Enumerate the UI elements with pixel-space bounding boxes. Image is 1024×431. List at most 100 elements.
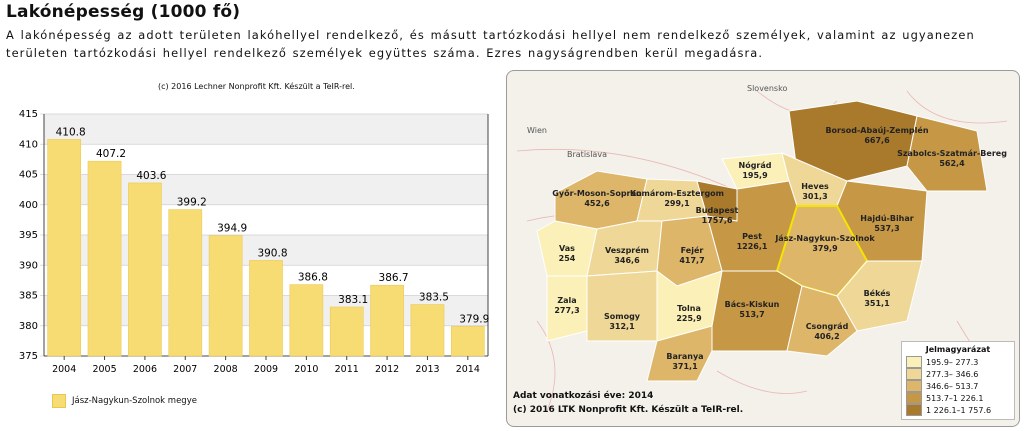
- y-tick-label: 390: [19, 260, 38, 271]
- city-labels: Wien Bratislava Slovensko: [527, 84, 787, 159]
- y-tick-label: 375: [19, 351, 38, 362]
- bar: [329, 306, 364, 357]
- county-value-label: 346,6: [614, 256, 640, 265]
- county-csongrad: [786, 285, 858, 357]
- x-tick-label: 2009: [254, 364, 278, 375]
- page-description: A lakónépesség az adott területen lakóhe…: [6, 28, 975, 60]
- x-tick-label: 2007: [173, 364, 197, 375]
- county-szabolcs: [906, 115, 988, 192]
- x-tick-label: 2012: [375, 364, 399, 375]
- bar: [208, 235, 243, 357]
- county-value-label: 301,3: [802, 192, 827, 201]
- county-name-label: Bács-Kiskun: [725, 300, 780, 309]
- map-legend-range: 1 226.1–1 757.6: [926, 405, 992, 415]
- chart-credit: (c) 2016 Lechner Nonprofit Kft. Készült …: [158, 82, 355, 91]
- x-tick-label: 2008: [214, 364, 238, 375]
- legend-label: Jász-Nagykun-Szolnok megye: [72, 396, 197, 406]
- map-legend-range: 195.9– 277.3: [926, 357, 979, 367]
- county-name-label: Tolna: [677, 304, 701, 313]
- county-value-label: 254: [559, 254, 576, 263]
- county-somogy: [586, 270, 658, 342]
- y-tick-label: 400: [19, 200, 38, 211]
- county-name-label: Hajdú-Bihar: [860, 214, 914, 223]
- county-value-label: 1757,6: [702, 216, 733, 225]
- x-tick-label: 2013: [415, 364, 439, 375]
- county-value-label: 195,9: [742, 171, 768, 180]
- county-name-label: Heves: [801, 182, 829, 191]
- data-label: 390.8: [257, 247, 287, 259]
- y-tick-label: 395: [19, 230, 38, 241]
- data-label: 383.1: [338, 294, 368, 306]
- data-label: 383.5: [419, 292, 449, 304]
- bar: [168, 209, 203, 357]
- county-name-label: Zala: [557, 296, 576, 305]
- map-legend-row: 277.3– 346.6: [906, 368, 1010, 380]
- bar: [370, 284, 404, 357]
- bar: [128, 182, 162, 357]
- map-legend-swatch: [906, 392, 922, 404]
- map-legend-swatch: [906, 404, 922, 416]
- y-tick-label: 410: [19, 139, 38, 150]
- data-label: 403.6: [136, 170, 166, 182]
- county-name-label: Komárom-Esztergom: [630, 189, 724, 198]
- x-tick-label: 2005: [92, 364, 116, 375]
- data-label: 394.9: [217, 223, 247, 235]
- population-bar-chart: 375 380 385 390 395 400 405 410 415 410.8 2004 407.…: [19, 109, 489, 375]
- chart-legend: Jász-Nagykun-Szolnok megye: [52, 394, 197, 408]
- map-legend-range: 513.7–1 226.1: [926, 393, 984, 403]
- city-bratislava: Bratislava: [567, 150, 607, 159]
- map-credit: (c) 2016 LTK Nonprofit Kft. Készült a Te…: [513, 405, 744, 415]
- y-tick-label: 415: [19, 109, 38, 120]
- county-value-label: 537,3: [874, 224, 899, 233]
- county-name-label: Budapest: [696, 206, 739, 215]
- map-legend-row: 195.9– 277.3: [906, 356, 1010, 368]
- legend-swatch: [52, 394, 66, 408]
- x-tick-label: 2004: [52, 364, 76, 375]
- county-name-label: Borsod-Abaúj-Zemplén: [825, 125, 928, 135]
- map-legend-row: 513.7–1 226.1: [906, 392, 1010, 404]
- x-tick-label: 2006: [133, 364, 157, 375]
- county-name-label: Szabolcs-Szatmár-Bereg: [897, 149, 1007, 158]
- map-year: Adat vonatkozási éve: 2014: [513, 391, 654, 401]
- bar: [410, 304, 445, 357]
- map-legend-swatch: [906, 356, 922, 368]
- map-legend: Jelmagyarázat 195.9– 277.3 277.3– 346.6 34…: [901, 341, 1015, 420]
- y-tick-label: 405: [19, 170, 38, 181]
- data-label: 399.2: [177, 197, 207, 209]
- data-label: 379.9: [459, 313, 489, 325]
- county-value-label: 562,4: [939, 159, 965, 168]
- county-value-label: 379,9: [812, 244, 838, 253]
- data-label: 407.2: [96, 148, 126, 160]
- county-value-label: 277,3: [554, 306, 579, 315]
- y-tick-label: 380: [19, 321, 38, 332]
- map-legend-row: 1 226.1–1 757.6: [906, 404, 1010, 416]
- map-legend-range: 346.6– 513.7: [926, 381, 979, 391]
- bar: [249, 260, 283, 357]
- data-label: 410.8: [56, 126, 86, 138]
- county-value-label: 513,7: [739, 310, 764, 319]
- county-name-label: Vas: [559, 244, 575, 253]
- page-title: Lakónépesség (1000 fő): [6, 2, 241, 22]
- county-name-label: Győr-Moson-Sopron: [552, 189, 642, 198]
- county-name-label: Pest: [742, 232, 762, 241]
- grid-band: [44, 114, 488, 145]
- county-value-label: 225,9: [676, 314, 702, 323]
- map-legend-swatch: [906, 380, 922, 392]
- county-value-label: 406,2: [814, 332, 839, 341]
- county-name-label: Fejér: [681, 245, 704, 255]
- county-value-label: 667,6: [864, 136, 890, 145]
- county-value-label: 312,1: [609, 322, 635, 331]
- counties: [536, 100, 988, 382]
- county-name-label: Somogy: [604, 312, 641, 321]
- data-label: 386.8: [298, 272, 328, 284]
- map-legend-swatch: [906, 368, 922, 380]
- county-map[interactable]: Borsod-Abaúj-Zemplén 667,6 Szabolcs-Szatmá…: [506, 70, 1020, 427]
- x-tick-label: 2011: [335, 364, 359, 375]
- county-value-label: 371,1: [672, 362, 698, 371]
- county-value-label: 417,7: [679, 256, 704, 265]
- city-slovensko: Slovensko: [747, 84, 787, 93]
- city-wien: Wien: [527, 126, 547, 135]
- bar: [289, 284, 324, 357]
- county-value-label: 452,6: [584, 199, 610, 208]
